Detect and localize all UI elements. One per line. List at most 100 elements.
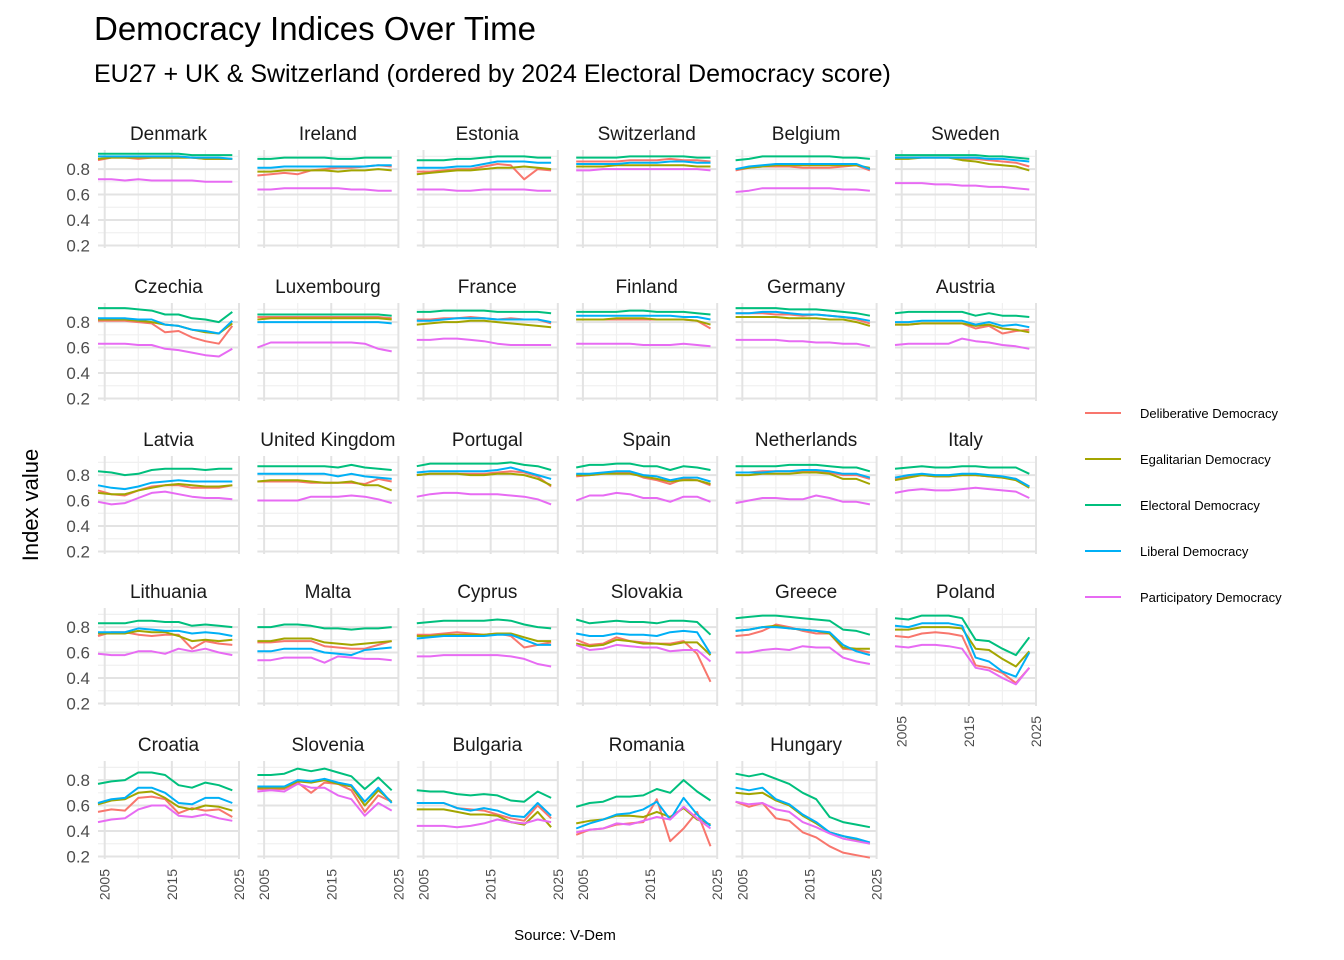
series-line-delib (416, 163, 552, 181)
series-line-lib (576, 160, 711, 165)
series-line-lib (895, 319, 1030, 329)
series-line-part (576, 805, 712, 834)
grid (257, 761, 400, 859)
series-line-elect (735, 614, 871, 636)
series-line-part (257, 341, 392, 353)
series-line-elect (416, 309, 552, 315)
series-line-elect (895, 154, 1030, 160)
panel-title: Malta (305, 582, 352, 603)
series-line-lib (257, 472, 392, 480)
y-tick-label: 0.2 (66, 694, 90, 713)
series-line-egal (576, 472, 711, 485)
chart-title: Democracy Indices Over Time (94, 10, 536, 47)
panel-title: Lithuania (130, 582, 208, 603)
series-line-lib (416, 466, 552, 480)
series-line-lib (98, 155, 233, 160)
x-tick-label: 2015 (642, 869, 658, 900)
series-line-part (98, 178, 233, 183)
panel-title: Czechia (134, 277, 203, 298)
x-tick-label: 2005 (256, 869, 272, 900)
series-line-delib (575, 636, 712, 683)
series-line-egal (576, 164, 711, 168)
panel-title: Belgium (772, 124, 841, 145)
series-line-elect (894, 614, 1031, 657)
y-axis-label: Index value (18, 449, 43, 562)
series-line-elect (894, 310, 1030, 318)
panel-title: Slovenia (291, 735, 364, 756)
series-line-part (98, 342, 233, 358)
series-line-lib (576, 629, 712, 655)
series-line-lib (735, 163, 871, 171)
panel-title: Ireland (299, 124, 357, 145)
series-line-egal (416, 319, 552, 329)
series-line-part (257, 655, 392, 664)
series-line-part (894, 486, 1030, 499)
grid (735, 303, 878, 401)
series-line-lib (894, 622, 1031, 678)
panel-title: Hungary (770, 735, 842, 756)
series-line-part (735, 338, 871, 348)
grid (257, 608, 400, 706)
grid (257, 456, 400, 554)
series-line-elect (576, 155, 711, 159)
series-line-part (575, 491, 711, 503)
y-tick-label: 0.6 (66, 492, 90, 511)
panel-belgium: Belgium (735, 124, 878, 248)
series-line-delib (257, 316, 392, 320)
panel-cyprus: Cyprus (416, 582, 559, 706)
series-line-elect (257, 156, 392, 160)
panel-title: Estonia (456, 124, 520, 145)
panel-title: Finland (616, 277, 678, 298)
panel-slovenia: Slovenia 2005 2015 2025 (256, 735, 406, 900)
grid (416, 608, 559, 706)
panel-greece: Greece (735, 582, 878, 706)
legend-item: Liberal Democracy (1085, 544, 1249, 559)
series-line-elect (257, 463, 392, 471)
series-line-lib (735, 469, 871, 479)
panel-slovakia: Slovakia (575, 582, 719, 706)
x-tick-label: 2015 (323, 869, 339, 900)
grid (735, 150, 878, 248)
series-line-egal (576, 317, 711, 326)
panel-title: Portugal (452, 430, 523, 451)
panel-title: Luxembourg (275, 277, 381, 298)
series-line-lib (97, 786, 233, 806)
series-line-part (735, 187, 870, 193)
y-tick-label: 0.6 (66, 186, 90, 205)
panel-title: France (458, 277, 517, 298)
panel-italy: Italy (894, 430, 1037, 554)
series-line-elect (98, 619, 233, 629)
series-line-delib (576, 157, 711, 163)
legend-label: Electoral Democracy (1140, 498, 1260, 513)
series-line-egal (257, 479, 393, 492)
series-line-egal (97, 156, 233, 160)
panel-lithuania: Lithuania 0.2 0.4 0.6 0.8 (66, 582, 240, 713)
series-line-elect (97, 771, 233, 792)
series-line-part (416, 818, 552, 829)
legend-item: Deliberative Democracy (1085, 406, 1278, 421)
series-line-elect (575, 618, 712, 636)
series-line-elect (735, 307, 871, 317)
series-line-delib (97, 795, 233, 818)
series-line-egal (416, 472, 552, 487)
panel-title: Poland (936, 582, 995, 603)
series-line-lib (895, 156, 1030, 163)
panel-title: Greece (775, 582, 837, 603)
series-line-lib (257, 321, 392, 325)
series-line-lib (98, 317, 233, 335)
y-tick-label: 0.4 (66, 669, 90, 688)
series-line-elect (257, 623, 392, 631)
series-line-egal (735, 471, 871, 485)
series-line-elect (416, 789, 552, 803)
series-line-egal (257, 317, 392, 321)
grid (416, 303, 559, 401)
series-line-delib (257, 781, 393, 813)
panel-title: Netherlands (755, 430, 857, 451)
series-line-lib (735, 786, 871, 844)
series-line-delib (735, 623, 871, 654)
series-line-part (895, 182, 1030, 191)
y-tick-label: 0.2 (66, 847, 90, 866)
x-tick-label: 2015 (801, 869, 817, 900)
series-line-elect (416, 461, 552, 471)
